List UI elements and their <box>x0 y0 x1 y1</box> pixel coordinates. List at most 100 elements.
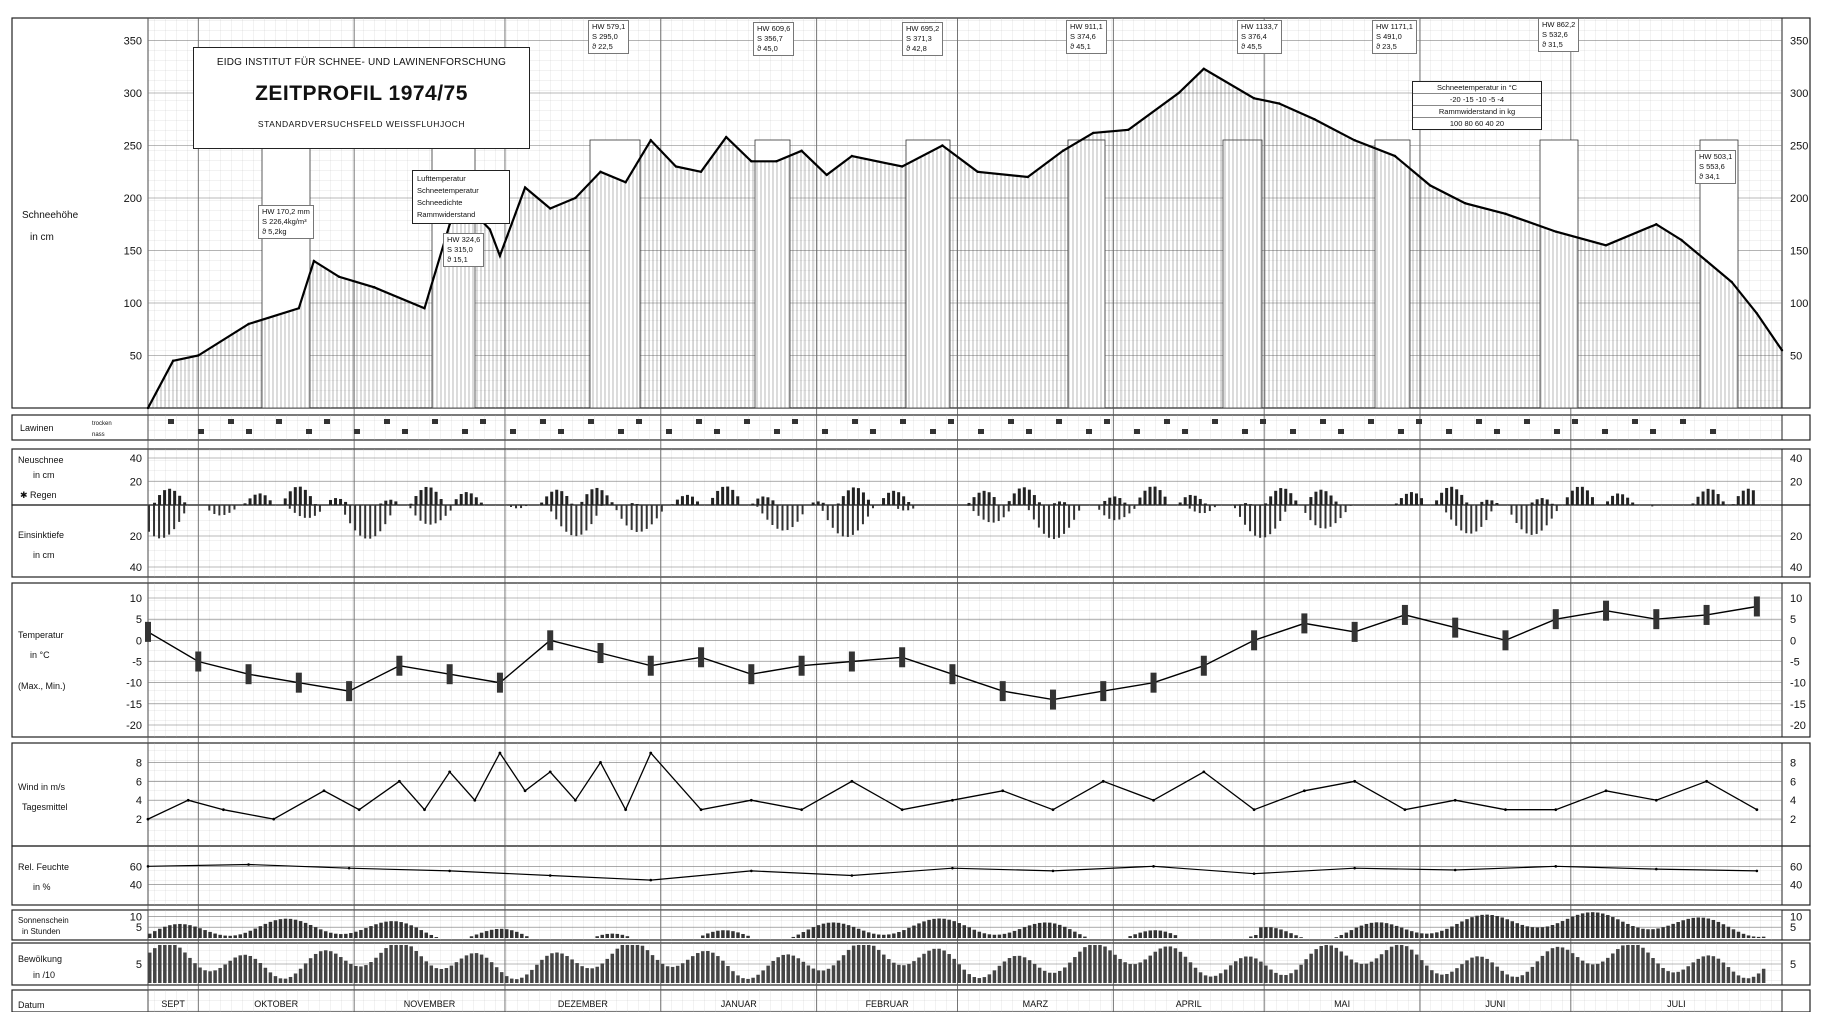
snow-depth-point <box>247 322 250 326</box>
sunshine-bar <box>957 923 961 938</box>
penetration-bar <box>1128 505 1131 514</box>
new-snow-bar <box>1691 503 1695 505</box>
tick-label: 8 <box>136 757 142 769</box>
new-snow-bar <box>967 502 971 505</box>
tick-label: -15 <box>126 699 142 711</box>
cloud-bar <box>1656 963 1660 983</box>
penetration-bar <box>1078 505 1081 511</box>
new-snow-bar <box>1148 486 1152 505</box>
penetration-bar <box>550 505 553 512</box>
sunshine-bar <box>811 927 816 938</box>
penetration-bar <box>590 505 593 525</box>
sunshine-bar <box>379 922 383 938</box>
penetration-bar <box>1118 505 1121 520</box>
month-label: JANUAR <box>721 999 758 1009</box>
new-snow-bar <box>1420 498 1424 505</box>
cloud-bar <box>1716 958 1721 983</box>
snow-depth-point <box>146 406 150 410</box>
cloud-bar <box>1098 945 1102 983</box>
sunshine-bar <box>183 924 187 938</box>
new-snow-bar <box>1440 492 1444 505</box>
tick-label: 4 <box>136 795 142 807</box>
sunshine-bar <box>1686 918 1690 938</box>
wind-point <box>423 808 426 812</box>
cloud-bar <box>806 965 811 983</box>
temperature-range-bar <box>547 630 554 651</box>
new-snow-bar <box>882 498 886 505</box>
cloud-bar <box>675 965 680 983</box>
humidity-point <box>347 866 351 870</box>
snow-temperature-scale: Schneetemperatur in °C -20 -15 -10 -5 -4… <box>1412 81 1542 130</box>
temperature-range-bar <box>1200 655 1207 676</box>
avalanche-marker <box>1680 419 1686 424</box>
cloud-bar <box>1359 963 1364 983</box>
new-snow-bar <box>424 486 428 505</box>
cloud-bar <box>580 966 584 983</box>
penetration-bar <box>846 505 849 537</box>
new-snow-bar <box>1063 502 1067 505</box>
hw-annotation: HW 579,1 S 295,0 ϑ 22,5 <box>588 20 630 54</box>
cloud-bar <box>1108 950 1112 983</box>
cloud-bar <box>610 953 615 983</box>
penetration-bar <box>1540 505 1543 531</box>
title-box: EIDG INSTITUT FÜR SCHNEE- UND LAWINENFOR… <box>193 47 530 149</box>
cloud-bar <box>1304 959 1308 983</box>
cloud-bar <box>404 945 408 983</box>
panel-label: Sonnenschein <box>18 916 69 925</box>
sunshine-bar <box>1611 917 1615 938</box>
sunshine-bar <box>203 930 207 938</box>
sunshine-bar <box>701 935 705 938</box>
new-snow-bar <box>168 488 172 505</box>
cloud-bar <box>354 965 358 983</box>
cloud-bar <box>866 945 871 983</box>
penetration-bar <box>1103 505 1106 516</box>
sunshine-bar <box>1636 927 1640 938</box>
cloud-bar <box>1168 946 1173 983</box>
chart-title: ZEITPROFIL 1974/75 <box>255 82 468 105</box>
sunshine-bar <box>942 918 946 938</box>
cloud-bar <box>947 954 951 983</box>
temperature-range-bar <box>145 621 151 642</box>
avalanche-marker <box>774 429 780 434</box>
cloud-bar <box>1510 976 1515 983</box>
sunshine-bar <box>716 930 720 938</box>
sunshine-bar <box>409 925 413 938</box>
sunshine-bar <box>801 932 806 938</box>
cloud-bar <box>1414 954 1419 983</box>
penetration-bar <box>1073 505 1076 520</box>
avalanche-marker <box>666 429 672 434</box>
sunshine-bar <box>625 936 630 938</box>
cloud-bar <box>1223 969 1228 983</box>
new-snow-bar <box>313 504 317 505</box>
cloud-bar <box>484 957 489 983</box>
new-snow-bar <box>1284 488 1288 505</box>
sunshine-bar <box>1671 923 1675 938</box>
sunshine-bar <box>882 934 886 938</box>
sunshine-bar <box>922 921 926 938</box>
penetration-bar <box>1052 505 1055 540</box>
new-snow-bar <box>1188 494 1192 505</box>
temperature-range-bar <box>597 643 604 664</box>
profile-legend: Lufttemperatur Schneetemperatur Schneedi… <box>412 170 510 224</box>
cloud-bar <box>1339 951 1344 983</box>
new-snow-bar <box>590 489 594 505</box>
wind-point <box>1353 779 1357 783</box>
tick-label: 350 <box>124 36 142 48</box>
sunshine-bar <box>1520 924 1525 938</box>
new-snow-bar <box>1746 488 1750 505</box>
penetration-bar <box>1007 505 1010 512</box>
cloud-bar <box>1575 957 1580 983</box>
month-label: NOVEMBER <box>404 999 456 1009</box>
new-snow-bar <box>1022 487 1026 505</box>
tick-label: -20 <box>1790 720 1806 732</box>
new-snow-bar <box>771 500 775 505</box>
cloud-bar <box>1420 960 1424 983</box>
penetration-bar <box>389 505 392 516</box>
cloud-bar <box>1399 945 1404 983</box>
cloud-bar <box>328 951 333 983</box>
sunshine-bar <box>198 928 202 938</box>
penetration-bar <box>620 505 623 519</box>
penetration-bar <box>449 505 452 511</box>
wind-point <box>473 798 477 802</box>
sunshine-bar <box>1254 935 1258 938</box>
